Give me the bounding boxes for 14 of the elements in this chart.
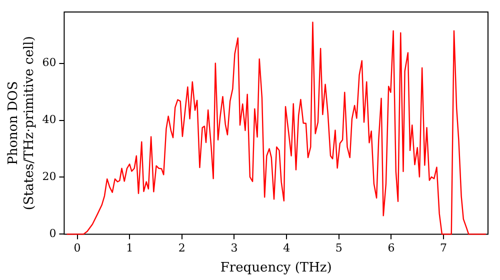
y-tick-label: 0 [49, 227, 56, 240]
y-tick-label: 60 [42, 56, 56, 70]
x-tick-label: 6 [388, 242, 395, 255]
x-tick-label: 4 [283, 242, 290, 255]
x-tick-label: 1 [126, 242, 134, 255]
x-tick-label: 2 [178, 242, 186, 255]
y-tick-label: 40 [42, 113, 56, 126]
y-axis-title: Phonon DOS (States/THz·primitive cell) [6, 36, 37, 210]
x-tick-label: 7 [440, 242, 448, 255]
x-tick-label: 3 [230, 242, 238, 255]
x-axis-title: Frequency (THz) [220, 260, 332, 276]
x-tick-label: 5 [335, 242, 342, 255]
y-tick-label: 20 [42, 170, 56, 184]
x-tick-label: 0 [74, 242, 81, 255]
